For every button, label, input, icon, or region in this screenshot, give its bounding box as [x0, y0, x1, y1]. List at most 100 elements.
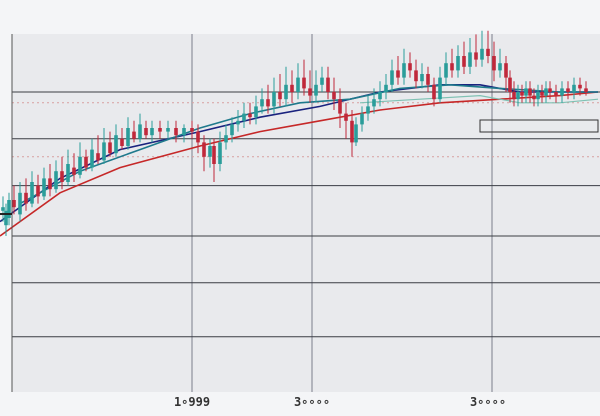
- candle-body: [378, 92, 382, 100]
- candle-body: [578, 84, 582, 89]
- candle: [566, 81, 570, 100]
- candle-body: [72, 167, 76, 175]
- candle-body: [60, 171, 64, 182]
- candle-body: [508, 77, 512, 92]
- x-tick-label: 3∘∘∘∘: [470, 395, 506, 409]
- candle: [468, 38, 472, 74]
- candle: [384, 74, 388, 100]
- candle: [320, 66, 324, 92]
- candle-body: [350, 120, 354, 143]
- candle: [354, 117, 358, 146]
- candle-body: [532, 95, 536, 100]
- candle-body: [474, 52, 478, 60]
- candle: [242, 102, 246, 128]
- candle: [504, 56, 508, 92]
- candle: [528, 81, 532, 103]
- candle-body: [540, 92, 544, 96]
- candle: [338, 88, 342, 128]
- candle: [30, 171, 34, 208]
- candle: [272, 77, 276, 114]
- candle-body: [504, 63, 508, 78]
- candle: [572, 77, 576, 100]
- candle: [196, 124, 200, 154]
- candle-body: [202, 142, 206, 157]
- candle-body: [7, 200, 11, 218]
- candle: [284, 66, 288, 107]
- candle-body: [36, 185, 40, 197]
- candle-body: [158, 128, 162, 132]
- candle: [462, 41, 466, 74]
- candle: [236, 110, 240, 132]
- candle: [438, 66, 442, 103]
- candle: [7, 192, 11, 226]
- candle: [326, 66, 330, 100]
- candle: [544, 81, 548, 103]
- candle-body: [444, 63, 448, 78]
- candle-body: [260, 99, 264, 107]
- candle-body: [248, 113, 252, 118]
- candle-body: [486, 48, 490, 56]
- candle: [524, 81, 528, 103]
- candle: [540, 84, 544, 103]
- candle-body: [462, 56, 466, 67]
- candle: [302, 59, 306, 96]
- candle-body: [572, 84, 576, 92]
- candle-body: [450, 63, 454, 71]
- candle-body: [90, 149, 94, 168]
- candle-body: [516, 92, 520, 100]
- candle-body: [278, 92, 282, 100]
- candle-body: [224, 135, 228, 143]
- candle-body: [320, 77, 324, 85]
- candle: [54, 160, 58, 193]
- candle: [254, 95, 258, 125]
- candle: [120, 128, 124, 150]
- candle: [390, 59, 394, 92]
- candle: [508, 70, 512, 103]
- candle-body: [544, 88, 548, 96]
- candle: [516, 84, 520, 107]
- candle: [84, 149, 88, 172]
- candle-body: [554, 92, 558, 96]
- candle-body: [480, 48, 484, 60]
- candle: [190, 120, 194, 139]
- candle: [396, 56, 400, 85]
- candle: [532, 88, 536, 107]
- candle: [350, 110, 354, 157]
- candle-body: [174, 128, 178, 136]
- candle-body: [354, 124, 358, 143]
- candle-body: [560, 88, 564, 96]
- candle-body: [54, 171, 58, 190]
- candle: [78, 142, 82, 179]
- candle-body: [492, 56, 496, 71]
- candle: [444, 52, 448, 85]
- candlestick-layer: [1, 30, 588, 236]
- candle-body: [366, 106, 370, 114]
- candle: [474, 34, 478, 67]
- candle-body: [302, 77, 306, 89]
- candle: [90, 138, 94, 172]
- candle-body: [384, 84, 388, 92]
- candle-body: [520, 92, 524, 96]
- candle: [166, 120, 170, 139]
- candle-body: [390, 70, 394, 85]
- candle: [144, 120, 148, 139]
- candle: [150, 120, 154, 143]
- candle: [18, 182, 22, 222]
- candle-body: [338, 99, 342, 114]
- candle: [158, 120, 162, 139]
- candle-body: [528, 88, 532, 96]
- candle: [126, 117, 130, 150]
- candle: [408, 52, 412, 78]
- candle: [536, 84, 540, 107]
- candle: [402, 48, 406, 85]
- candle-body: [498, 63, 502, 71]
- candle: [36, 174, 40, 204]
- candle: [42, 167, 46, 200]
- candle: [218, 131, 222, 172]
- candle: [450, 48, 454, 78]
- candle-body: [126, 128, 130, 146]
- candle: [202, 135, 206, 172]
- candle: [72, 153, 76, 182]
- candle: [60, 156, 64, 190]
